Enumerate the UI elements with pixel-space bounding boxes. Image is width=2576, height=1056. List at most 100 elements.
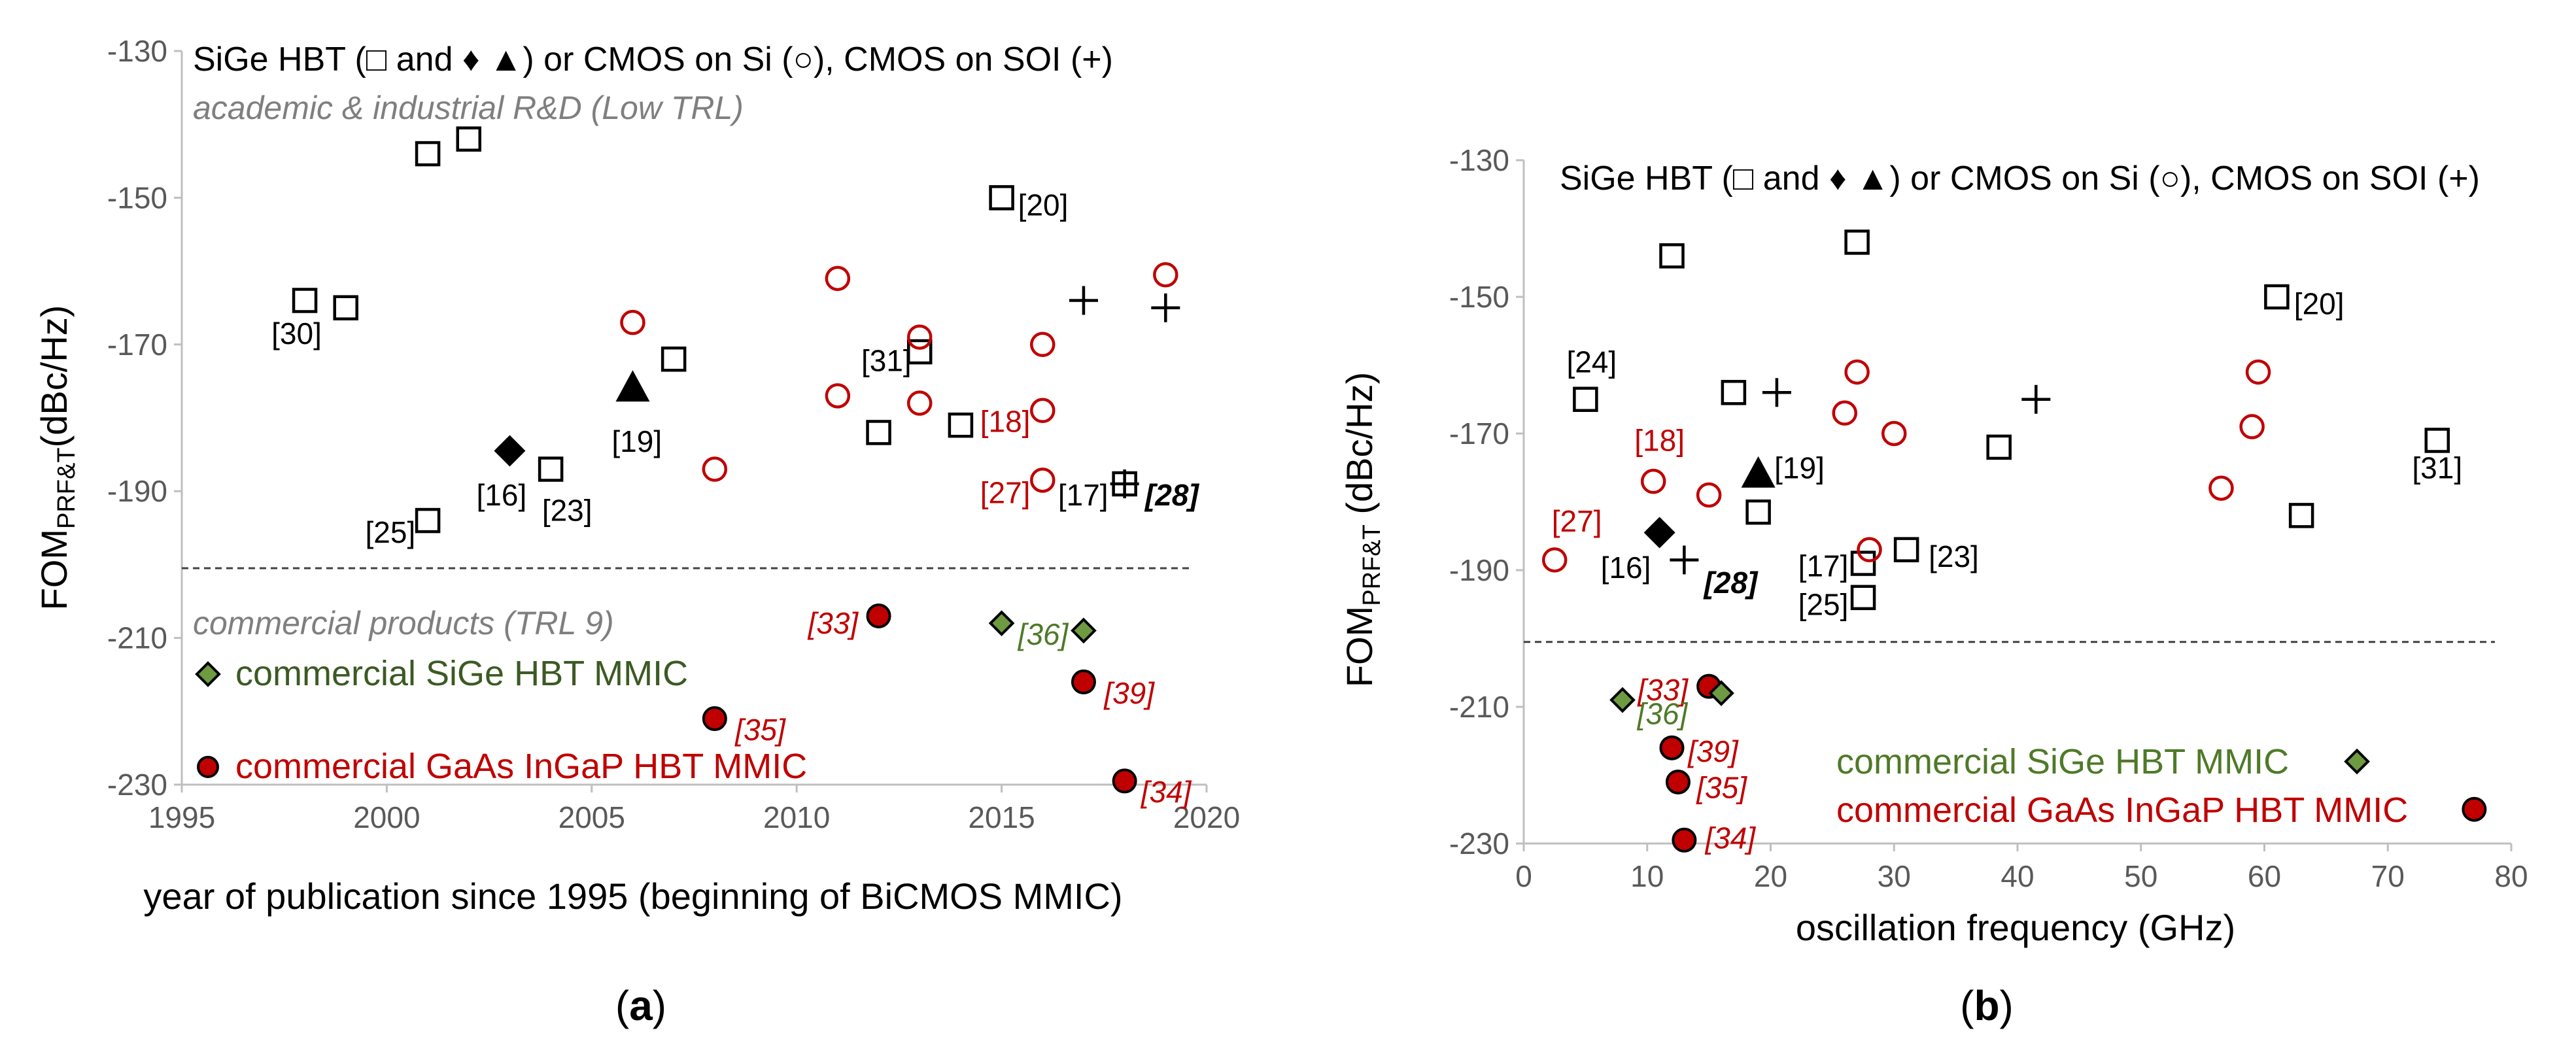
chart-a-point-plus (1069, 286, 1098, 315)
chart-b-point-circle-open (1640, 468, 1666, 494)
chart-b-y-tick-label: -130 (1449, 143, 1509, 177)
chart-a-point-diamond (494, 435, 526, 467)
chart-a-point-square (456, 126, 482, 152)
chart-b-ref-label: [33] (1637, 673, 1689, 707)
chart-a-ylabel-unit: (dBc/Hz) (33, 305, 75, 448)
chart-b-ref-label: [17] (1798, 549, 1849, 583)
chart-b-ylabel-sub: PRF&T (1358, 524, 1386, 606)
chart-a-ref-label: [18] (980, 405, 1031, 439)
chart-b-panel-label-letter: b (1974, 982, 1999, 1029)
chart-b-y-tick-label: -210 (1449, 690, 1509, 724)
chart-a-panel-label-close: ) (653, 982, 666, 1029)
chart-b-point-triangle (1741, 456, 1776, 488)
chart-a-ref-label: [25] (366, 515, 416, 549)
chart-b-xlabel: oscillation frequency (GHz) (1796, 907, 2235, 948)
chart-b-x-tick-label: 40 (2001, 859, 2034, 893)
chart-a-legend: commercial SiGe HBT MMIC commercial GaAs… (195, 654, 807, 786)
chart-a-panel-label-open: ( (615, 982, 629, 1029)
chart-a-point-square (292, 288, 318, 313)
chart-a-point-circle-open (825, 265, 851, 292)
chart-b-point-circle-open (1844, 359, 1870, 385)
chart-b-point-square (2288, 503, 2314, 528)
chart-b-x-tick-label: 80 (2494, 859, 2528, 893)
chart-a-point-circle-open (1030, 398, 1056, 424)
chart-a-point-diamond-green (1071, 617, 1097, 644)
chart-b-point-diamond-green (1708, 680, 1734, 706)
chart-a-point-square (538, 456, 564, 482)
chart-b-ref-label: [23] (1929, 539, 1979, 573)
chart-b-point-square (1721, 380, 1747, 405)
chart-a-point-square (948, 412, 974, 438)
chart-b-ref-label: [20] (2294, 286, 2344, 320)
chart-a-point-circle-open (825, 383, 851, 409)
chart-b-ref-label: [19] (1774, 451, 1825, 485)
chart-a-ref-label: [19] (611, 424, 662, 458)
chart-a-x-tick-label: 2005 (558, 800, 625, 834)
chart-b-ref-label: [31] (2412, 451, 2462, 485)
chart-b-ref-label: [35] (1696, 770, 1747, 804)
chart-b-ref-label: [25] (1798, 587, 1849, 621)
chart-a-point-circle-open (1153, 262, 1178, 288)
chart-b-point-circle-open (1881, 420, 1907, 447)
chart-b-point-circle-filled (1672, 827, 1697, 853)
chart-a-point-circle-open (906, 390, 933, 416)
chart-b-y-tick-label: -190 (1449, 553, 1509, 587)
chart-b-ref-label: [39] (1687, 734, 1739, 768)
chart-a-point-circle-filled (866, 603, 891, 628)
chart-a-y-tick-label: -230 (107, 768, 167, 802)
chart-a-x-tick-label: 2020 (1173, 800, 1240, 834)
chart-a-legend-marker-sige (195, 661, 221, 687)
chart-a-ylabel: FOMPRF&T(dBc/Hz) (33, 305, 80, 611)
chart-b-ref-label: [16] (1601, 551, 1651, 585)
chart-b-point-circle-open (1857, 537, 1882, 562)
chart-b-ylabel-unit: (dBc/Hz) (1339, 372, 1380, 524)
chart-a-header: SiGe HBT (□ and ♦ ▲) or CMOS on Si (○), … (193, 41, 1113, 78)
chart-a-point-diamond-green (988, 610, 1015, 636)
chart-a-point-square (866, 420, 891, 445)
chart-b-ref-label: [27] (1552, 504, 1602, 538)
chart-b-point-circle-filled (1659, 735, 1685, 760)
chart-a-panel-label: (a) (615, 982, 666, 1029)
chart-b-panel-label: (b) (1960, 982, 2014, 1029)
chart-b-panel-label-open: ( (1960, 982, 1974, 1029)
chart-b-x-tick-label: 30 (1878, 859, 1911, 893)
chart-a-ref-label: [30] (271, 316, 322, 350)
chart-a-point-square (333, 295, 358, 320)
chart-a-ref-label: [36] (1018, 617, 1069, 651)
chart-a-point-circle-open (906, 324, 933, 350)
chart-b-legend-label-sige: commercial SiGe HBT MMIC (1836, 742, 2289, 781)
chart-a-point-square (989, 185, 1014, 211)
chart-a-x-tick-label: 2015 (968, 800, 1035, 834)
chart-b-y-tick-label: -150 (1449, 280, 1509, 314)
chart-b-point-square (1844, 230, 1870, 255)
chart-b-point-circle-open (2245, 359, 2271, 385)
chart-b-point-circle-filled (1665, 769, 1691, 794)
chart-b-x-tick-label: 70 (2371, 859, 2405, 893)
chart-b-point-diamond (1643, 517, 1675, 549)
chart-a-panel-label-letter: a (629, 982, 653, 1029)
chart-b-point-square (1986, 434, 2012, 460)
chart-b-point-square (1573, 386, 1598, 412)
chart-a-point-triangle (615, 370, 650, 402)
chart-a-x-tick-label: 2000 (353, 800, 420, 834)
chart-b-point-diamond-green (2344, 748, 2370, 775)
chart-b-point-square (1745, 499, 1771, 525)
chart-a-y-tick-label: -170 (107, 328, 167, 362)
chart-a-legend-label-gaas: commercial GaAs InGaP HBT MMIC (235, 747, 807, 786)
chart-b-ref-label: [36] (1637, 696, 1689, 730)
chart-a-ref-label: [27] (980, 475, 1031, 509)
chart-a-point-square (661, 346, 687, 372)
chart-a-legend-label-sige: commercial SiGe HBT MMIC (235, 654, 688, 693)
chart-a-ref-label: [33] (807, 606, 859, 640)
chart-a-point-circle-filled (702, 706, 727, 732)
chart-b-legend: commercial SiGe HBT MMIC commercial GaAs… (1836, 742, 2408, 830)
chart-b-point-circle-open (1541, 547, 1568, 573)
chart-a-ylabel-sub: PRF&T (53, 447, 80, 529)
chart-a-point-plus (1151, 293, 1180, 322)
chart-a-ref-label: [34] (1141, 775, 1192, 809)
chart-b-point-square (1850, 585, 1876, 611)
chart-a-point-plus (1110, 469, 1139, 498)
chart-a-ref-label: [28] (1144, 478, 1199, 512)
chart-a-point-circle-open (702, 456, 728, 482)
